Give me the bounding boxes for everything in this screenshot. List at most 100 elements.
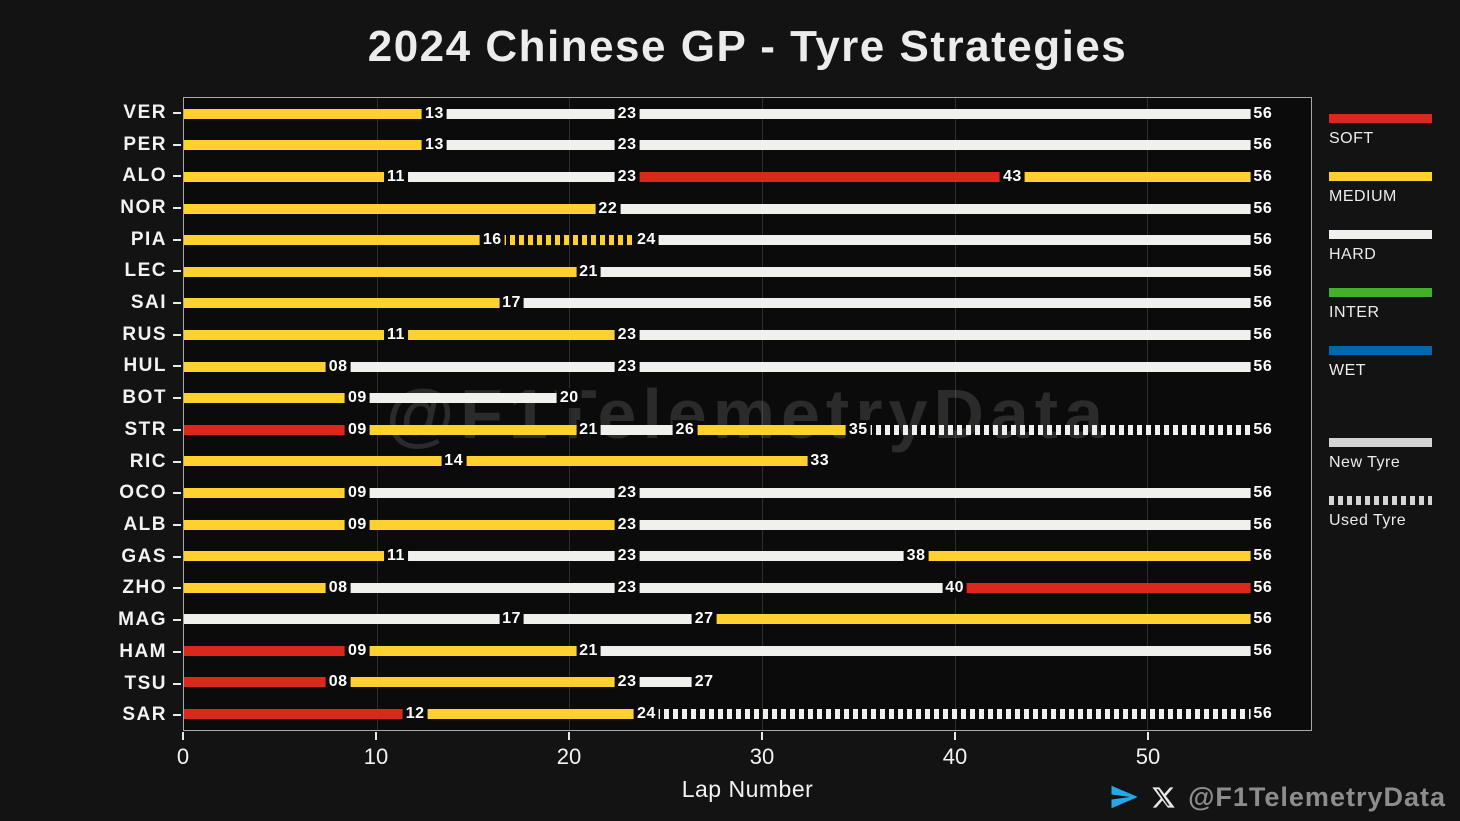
stint-bar-soft-new xyxy=(184,709,416,720)
legend-swatch-inter xyxy=(1329,288,1432,297)
stint-bar-medium-new xyxy=(338,677,628,688)
x-tick-mark xyxy=(567,732,570,740)
strategy-row-tsu: 08 23 27 xyxy=(184,667,1311,699)
stint-end-lap: 23 xyxy=(614,514,640,535)
stint-bar-hard-new xyxy=(627,677,705,688)
stint-bar-medium-new xyxy=(184,140,435,151)
x-tick-label: 50 xyxy=(1135,744,1161,769)
stint-bar-hard-new xyxy=(434,140,628,151)
stint-end-lap: 56 xyxy=(1250,103,1276,124)
driver-code: MAG xyxy=(118,609,167,631)
stint-end-lap: 08 xyxy=(325,577,351,598)
stint-bar-medium-new xyxy=(704,614,1263,625)
stint-bar-medium-new xyxy=(184,393,358,404)
driver-code: BOT xyxy=(122,387,167,409)
legend-label: WET xyxy=(1329,362,1367,379)
driver-label-oco: OCO xyxy=(0,477,181,509)
stint-end-lap: 21 xyxy=(576,261,601,282)
stint-bar-medium-new xyxy=(684,424,859,435)
stint-bar-hard-new xyxy=(338,361,628,372)
legend-item-hard: HARD xyxy=(1329,230,1432,264)
x-axis-label: Lap Number xyxy=(681,776,814,802)
stint-end-lap: 23 xyxy=(614,324,640,345)
strategy-row-zho: 08 23 40 56 xyxy=(184,572,1311,604)
driver-code: SAR xyxy=(122,704,167,726)
strategy-row-str: 09 21 26 35 56 xyxy=(184,414,1311,446)
stint-end-lap: 23 xyxy=(614,482,640,503)
driver-code: VER xyxy=(123,101,167,123)
stint-bar-hard-new xyxy=(184,614,512,625)
footer-handle: @F1TelemetryData xyxy=(1188,781,1446,812)
stint-end-lap: 08 xyxy=(325,672,351,693)
stint-bar-hard-new xyxy=(646,235,1263,246)
strategy-row-gas: 11 23 38 56 xyxy=(184,540,1311,572)
driver-code: GAS xyxy=(121,545,167,567)
legend-item-inter: INTER xyxy=(1329,288,1432,322)
driver-label-bot: BOT xyxy=(0,382,181,414)
driver-code: HAM xyxy=(119,640,167,662)
stint-end-lap: 09 xyxy=(344,388,370,409)
legend-item-soft: SOFT xyxy=(1329,114,1432,148)
telegram-icon xyxy=(1111,785,1138,809)
stint-bar-medium-new xyxy=(184,108,435,119)
stint-end-lap: 21 xyxy=(576,419,601,440)
stint-bar-hard-new xyxy=(607,203,1263,214)
stint-end-lap: 26 xyxy=(672,419,698,440)
legend-item-used-tyre: Used Tyre xyxy=(1329,496,1432,530)
strategy-row-hul: 08 23 56 xyxy=(184,351,1311,383)
gridline xyxy=(569,98,571,730)
gridline xyxy=(1147,98,1149,730)
driver-code: ZHO xyxy=(122,577,167,599)
stint-bar-medium-new xyxy=(1012,171,1263,182)
driver-code: NOR xyxy=(120,196,167,218)
watermark: @F1TelemetryData xyxy=(385,375,1110,453)
stint-end-lap: 09 xyxy=(344,640,370,661)
stint-bar-hard-new xyxy=(588,424,685,435)
driver-label-hul: HUL xyxy=(0,351,181,383)
driver-code: STR xyxy=(124,418,167,440)
y-tick-mark xyxy=(173,111,181,114)
stint-end-lap: 16 xyxy=(479,230,505,251)
driver-label-pia: PIA xyxy=(0,224,181,256)
stint-bar-hard-new xyxy=(627,140,1263,151)
driver-code: ALB xyxy=(123,513,167,535)
stint-end-lap: 56 xyxy=(1250,419,1276,440)
stint-bar-soft-new xyxy=(184,645,358,656)
stint-bar-hard-new xyxy=(511,614,705,625)
y-tick-mark xyxy=(173,143,181,146)
x-axis-ticks: 0 10 20 30 40 50 xyxy=(177,732,1312,776)
x-tick-mark xyxy=(374,732,377,740)
driver-code: LEC xyxy=(124,260,167,282)
stint-bar-medium-new xyxy=(395,329,628,340)
stint-end-lap: 21 xyxy=(576,640,601,661)
y-tick-mark xyxy=(173,682,181,685)
legend-tyre-states: New Tyre Used Tyre xyxy=(1329,438,1432,530)
y-axis-driver-labels: VER PER ALO NOR PIA LEC SAI RUS HUL BOT STR RIC OCO A… xyxy=(0,97,181,731)
driver-label-ver: VER xyxy=(0,97,181,129)
strategy-row-per: 13 23 56 xyxy=(184,130,1311,162)
stint-end-lap: 56 xyxy=(1250,135,1276,156)
stint-end-lap: 56 xyxy=(1250,640,1276,661)
stint-end-lap: 24 xyxy=(633,704,659,725)
stint-bar-hard-new xyxy=(627,551,917,562)
footer: @F1TelemetryData xyxy=(1109,779,1446,815)
stint-bar-hard-new xyxy=(627,361,1263,372)
stint-end-lap: 17 xyxy=(499,293,524,314)
legend-swatch-solid-tyre xyxy=(1329,438,1432,447)
stint-end-lap: 56 xyxy=(1250,198,1276,219)
x-tick-label: 30 xyxy=(749,744,775,769)
stint-end-lap: 23 xyxy=(614,577,640,598)
y-tick-mark xyxy=(173,619,181,622)
y-tick-mark xyxy=(173,270,181,273)
y-tick-mark xyxy=(173,555,181,558)
stint-end-lap: 56 xyxy=(1250,261,1276,282)
stint-end-lap: 23 xyxy=(614,166,640,187)
strategy-row-rus: 11 23 56 xyxy=(184,319,1311,351)
stint-bar-medium-new xyxy=(184,361,339,372)
stint-bar-hard-new xyxy=(627,519,1263,530)
y-tick-mark xyxy=(173,333,181,336)
stint-bar-medium-new xyxy=(184,519,358,530)
x-tick-label: 20 xyxy=(556,744,582,769)
stint-end-lap: 23 xyxy=(614,546,640,567)
legend-item-new-tyre: New Tyre xyxy=(1329,438,1432,472)
